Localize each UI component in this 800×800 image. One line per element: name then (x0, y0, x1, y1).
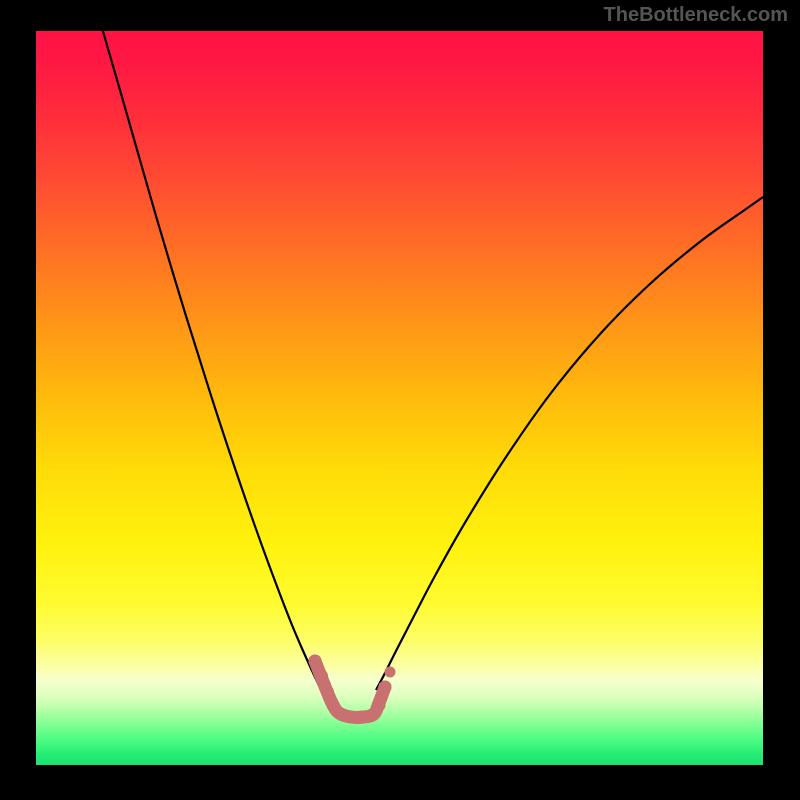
watermark-text: TheBottleneck.com (604, 4, 788, 27)
connector-dot (385, 667, 396, 678)
connector-dot (373, 699, 386, 712)
connector-dot (315, 670, 328, 683)
connector-dot (309, 655, 322, 668)
curve-left-branch (100, 31, 321, 690)
curve-overlay (36, 31, 763, 765)
connector-dot (379, 681, 392, 694)
curve-right-branch (376, 197, 763, 690)
plot-area (36, 31, 763, 765)
connector-dot (321, 686, 334, 699)
